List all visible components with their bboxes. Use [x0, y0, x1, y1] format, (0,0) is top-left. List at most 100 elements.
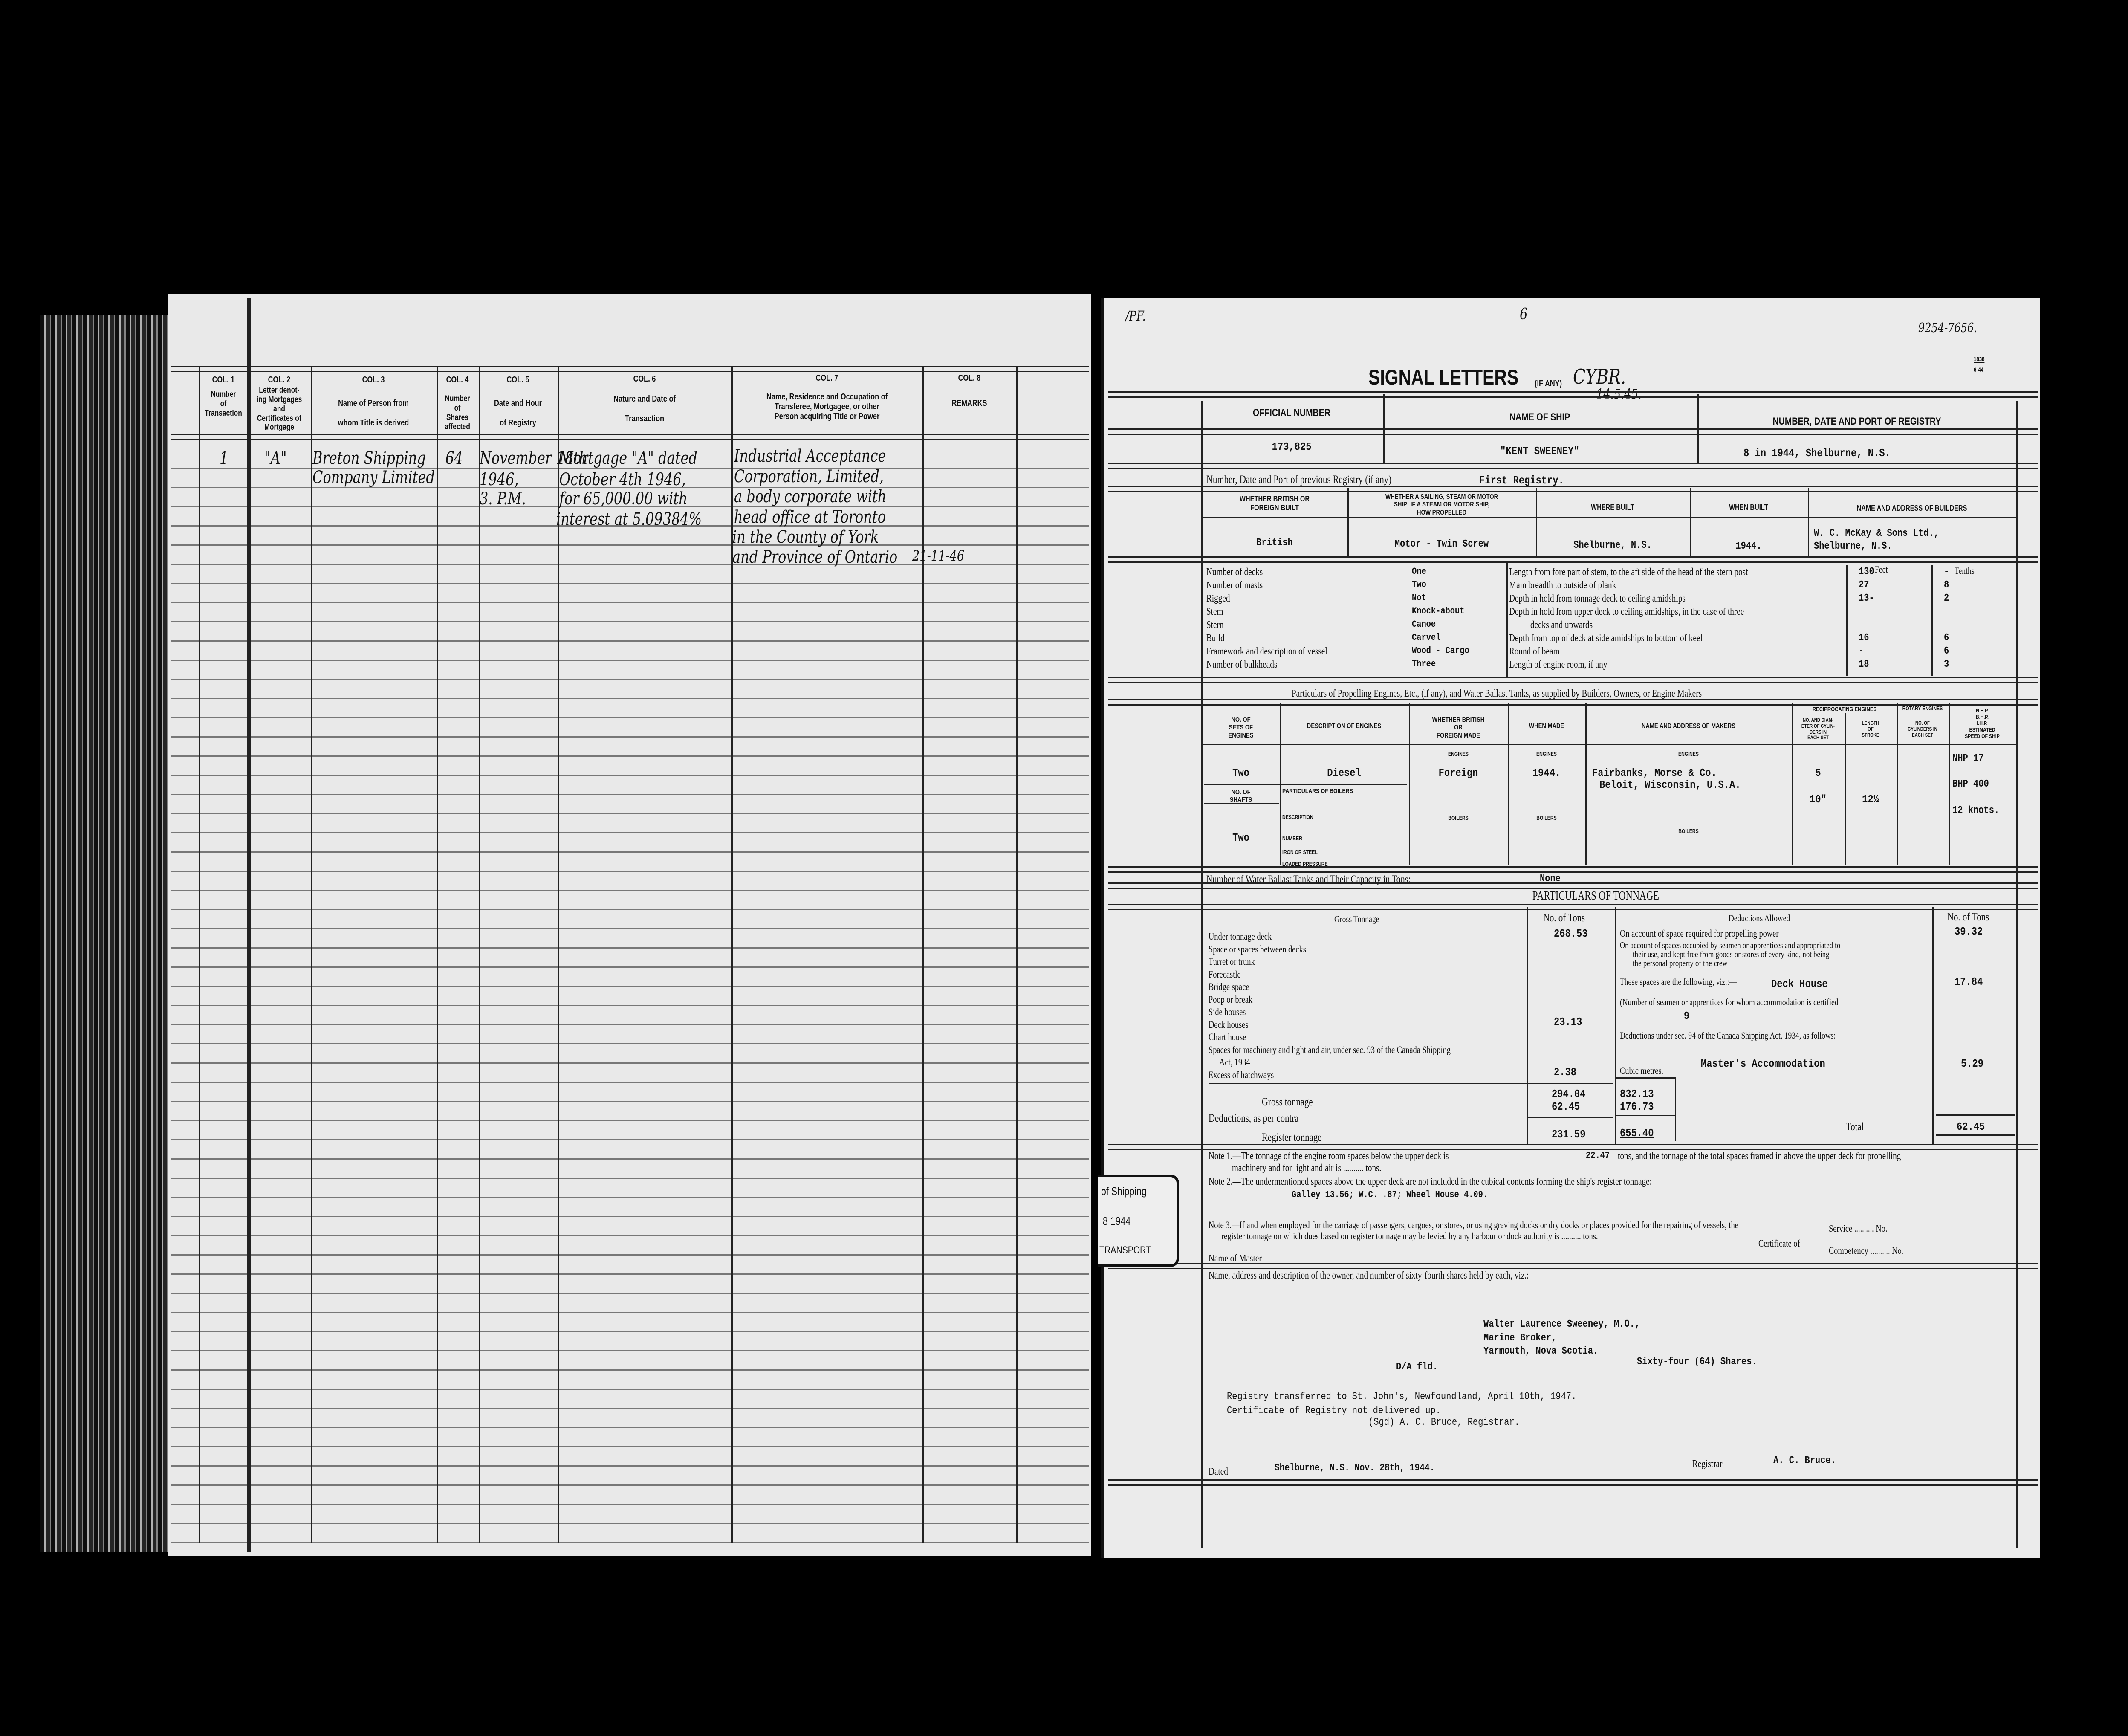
ledger-line: [171, 986, 1089, 987]
propelling-label: On account of space required for propell…: [1620, 928, 1779, 939]
transfer-line-2: Certificate of Registry not delivered up…: [1227, 1405, 1441, 1417]
sec94-label: Deductions under sec. 94 of the Canada S…: [1620, 1030, 1836, 1041]
dimension-feet: 18: [1859, 659, 1869, 670]
col-divider: [1931, 565, 1933, 676]
rule: [1108, 677, 2038, 683]
particular-value: Carvel: [1412, 632, 1441, 643]
eng-h-rotary-cyl: NO. OF CYLINDERS IN EACH SET: [1908, 720, 1937, 738]
gross-row-label: Spaces for machinery and light and air, …: [1209, 1044, 1451, 1055]
gross-row-label: Chart house: [1209, 1032, 1246, 1042]
ledger-line: [171, 909, 1089, 910]
deductions-label: Deductions, as per contra: [1209, 1112, 1299, 1124]
rule: [1108, 391, 2038, 398]
eng-h-desc: DESCRIPTION OF ENGINES: [1307, 723, 1382, 730]
col-divider: [732, 367, 733, 1543]
col-divider: [1506, 562, 1508, 677]
col6-title: Nature and Date of Transaction: [613, 394, 676, 423]
engine-maker-name: Fairbanks, Morse & Co.: [1592, 767, 1717, 779]
built-header-when: WHEN BUILT: [1729, 503, 1768, 512]
gross-tonnage-label: Gross tonnage: [1262, 1096, 1313, 1108]
engine-speed: 12 knots.: [1952, 805, 2000, 816]
ledger-line: [171, 947, 1089, 949]
dimension-label: Depth in hold from upper deck to ceiling…: [1509, 606, 1744, 617]
cubic-metres-label: Cubic metres.: [1620, 1065, 1664, 1076]
official-number-label: OFFICIAL NUMBER: [1252, 407, 1331, 419]
note1-text: Note 1.—The tonnage of the engine room s…: [1209, 1151, 1449, 1162]
seamen-text-3: the personal property of the crew: [1633, 958, 1728, 968]
rule: [1108, 1263, 2038, 1269]
built-propulsion: Motor - Twin Screw: [1394, 538, 1489, 550]
engine-cylinders: 5: [1815, 767, 1821, 779]
deductions-header: Deductions Allowed: [1729, 913, 1790, 923]
stamp-line-3: TRANSPORT: [1099, 1244, 1151, 1256]
official-number: 173,825: [1272, 440, 1312, 453]
col4-label: COL. 4: [446, 375, 469, 385]
ship-name: "KENT SWEENEY": [1500, 445, 1579, 457]
entry-transferee-6: and Province of Ontario: [732, 547, 898, 567]
dimension-label: Depth from top of deck at side amidships…: [1509, 633, 1703, 644]
spaces-label: These spaces are the following, viz.:—: [1620, 976, 1737, 987]
built-when: 1944.: [1735, 541, 1762, 552]
ledger-line: [171, 583, 1089, 584]
ledger-line: [171, 1273, 1089, 1275]
eng-h-origin: WHETHER BRITISH OR FOREIGN MADE: [1432, 716, 1485, 739]
form-date: 6-44: [1974, 366, 1983, 373]
col3-title: Name of Person from whom Title is derive…: [338, 399, 409, 428]
col7-label: COL. 7: [815, 373, 838, 383]
col1-title: Number of Transaction: [205, 390, 242, 418]
competency-label: Competency .......... No.: [1829, 1245, 1904, 1256]
ledger-line: [171, 1024, 1089, 1025]
dimension-tenths: 3: [1944, 659, 1949, 670]
rule: [1936, 1114, 2015, 1116]
col8-label: COL. 8: [958, 373, 981, 383]
engine-stroke: 12½: [1862, 793, 1879, 806]
ledger-line: [171, 1312, 1089, 1313]
master-accommodation-tons: 5.29: [1961, 1057, 1984, 1070]
ledger-line: [171, 1158, 1089, 1160]
engines-label: ENGINES: [1536, 751, 1557, 757]
dimension-tenths: 8: [1944, 579, 1949, 591]
col-divider: [1846, 565, 1848, 676]
note2-value: Galley 13.56; W.C. .87; Wheel House 4.09…: [1292, 1189, 1488, 1200]
ledger-line: [171, 794, 1089, 795]
rule: [1108, 904, 2038, 910]
col-divider: [558, 367, 559, 1543]
rule: [1204, 803, 1279, 804]
deductions-value: 62.45: [1552, 1100, 1580, 1113]
ledger-line: [171, 717, 1089, 718]
tons-header-2: No. of Tons: [1947, 911, 1989, 923]
dimension-label: decks and upwards: [1530, 619, 1593, 631]
entry-shares: 64: [445, 448, 463, 468]
gross-row-label: Poop or break: [1209, 994, 1253, 1005]
entry-from-1: Breton Shipping: [312, 448, 426, 468]
owner-line-2: Marine Broker,: [1483, 1332, 1557, 1344]
eng-h-power: N.H.P. B.H.P. I.H.P. ESTIMATED SPEED OF …: [1965, 707, 2000, 739]
mark-pf: /PF.: [1125, 308, 1146, 324]
ledger-line: [171, 1254, 1089, 1256]
seamen-count: 9: [1684, 1010, 1690, 1022]
ledger-line: [171, 1350, 1089, 1351]
rule: [1108, 556, 2038, 563]
registrar-label: Registrar: [1692, 1458, 1723, 1470]
col4-title: Number of Shares affected: [445, 394, 470, 431]
boiler-pressure-label: LOADED PRESSURE: [1282, 861, 1328, 867]
rule: [1108, 1144, 2038, 1150]
margin-line: [247, 298, 251, 1552]
port-of-registry-label: NUMBER, DATE AND PORT OF REGISTRY: [1772, 416, 1941, 427]
entry-nature-1: Mortgage "A" dated: [559, 448, 697, 468]
boilers-header: PARTICULARS OF BOILERS: [1282, 787, 1353, 795]
ledger-line: [171, 1043, 1089, 1044]
signal-date: 14.5.45.: [1596, 386, 1642, 402]
engines-label: ENGINES: [1678, 751, 1699, 757]
signal-letters-value: CYBR.: [1573, 365, 1626, 389]
boilers-label: BOILERS: [1448, 815, 1469, 821]
eng-h-stroke: LENGTH OF STROKE: [1862, 720, 1879, 738]
entry-nature-2: October 4th 1946,: [559, 470, 686, 489]
ledger-line: [171, 1465, 1089, 1467]
ledger-line: [171, 660, 1089, 661]
gross-row-label: Deck houses: [1209, 1019, 1249, 1030]
ledger-line: [171, 1523, 1089, 1524]
rule: [1108, 699, 2038, 706]
shafts-count: Two: [1232, 831, 1249, 844]
ledger-line: [171, 1427, 1089, 1428]
